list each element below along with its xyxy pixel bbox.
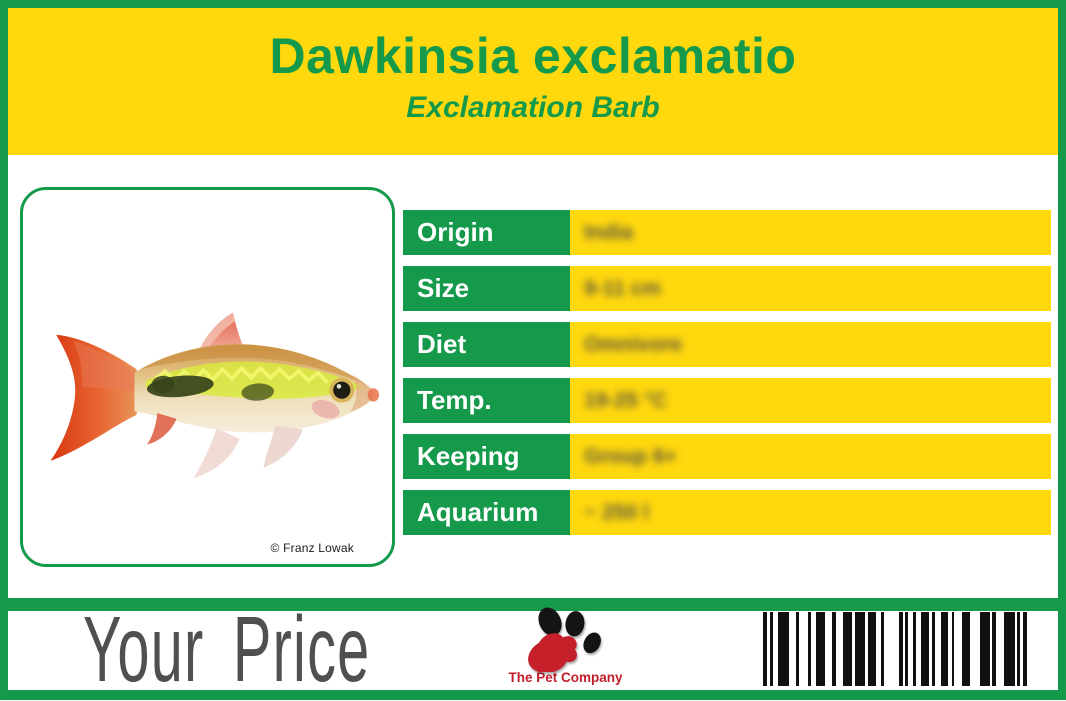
brand-logo: The Pet Company [503,604,628,692]
fish-image [37,298,381,490]
spec-label: Diet [403,322,570,367]
paw-logo-icon [527,607,601,672]
spec-label: Size [403,266,570,311]
spec-row-size: Size 9-11 cm [403,266,1051,311]
page-subtitle: Exclamation Barb [406,91,660,124]
spec-value: 9-11 cm [570,266,1051,311]
spec-label: Temp. [403,378,570,423]
spec-row-temp: Temp. 19-25 °C [403,378,1051,423]
spec-label: Keeping [403,434,570,479]
spec-value: Omnivore [570,322,1051,367]
spec-value: India [570,210,1051,255]
brand-name: The Pet Company [508,670,623,685]
photo-box: © Franz Lowak [20,187,395,567]
price-label: Your Price [83,597,371,701]
spec-table: Origin India Size 9-11 cm Diet Omnivore … [403,210,1051,546]
spec-row-diet: Diet Omnivore [403,322,1051,367]
footer-divider [0,598,1066,611]
barcode [763,612,1027,686]
spec-label: Origin [403,210,570,255]
spec-row-aquarium: Aquarium ~ 250 l [403,490,1051,535]
spec-row-keeping: Keeping Group 6+ [403,434,1051,479]
spec-row-origin: Origin India [403,210,1051,255]
spec-value: Group 6+ [570,434,1051,479]
spec-label: Aquarium [403,490,570,535]
spec-value: 19-25 °C [570,378,1051,423]
fish-illustration-icon [50,312,380,479]
spec-value: ~ 250 l [570,490,1051,535]
header: Dawkinsia exclamatio Exclamation Barb [8,8,1058,155]
photo-credit: © Franz Lowak [270,541,354,555]
page-title: Dawkinsia exclamatio [269,28,797,84]
